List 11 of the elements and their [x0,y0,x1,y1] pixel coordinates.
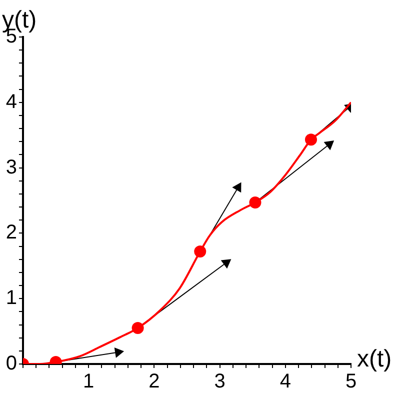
y-tick-label: 4 [6,90,17,113]
x-tick-label: 3 [214,370,226,393]
x-tick-label: 2 [148,370,160,393]
x-tick-label: 5 [345,370,357,393]
x-tick-label: 1 [83,370,94,393]
y-tick-label: 0 [6,352,17,375]
y-tick-label: 1 [6,287,17,310]
y-tick-label: 2 [6,222,17,244]
x-axis-title: x(t) [357,346,392,373]
y-tick-label: 3 [6,156,17,178]
x-tick-label: 4 [280,370,291,393]
